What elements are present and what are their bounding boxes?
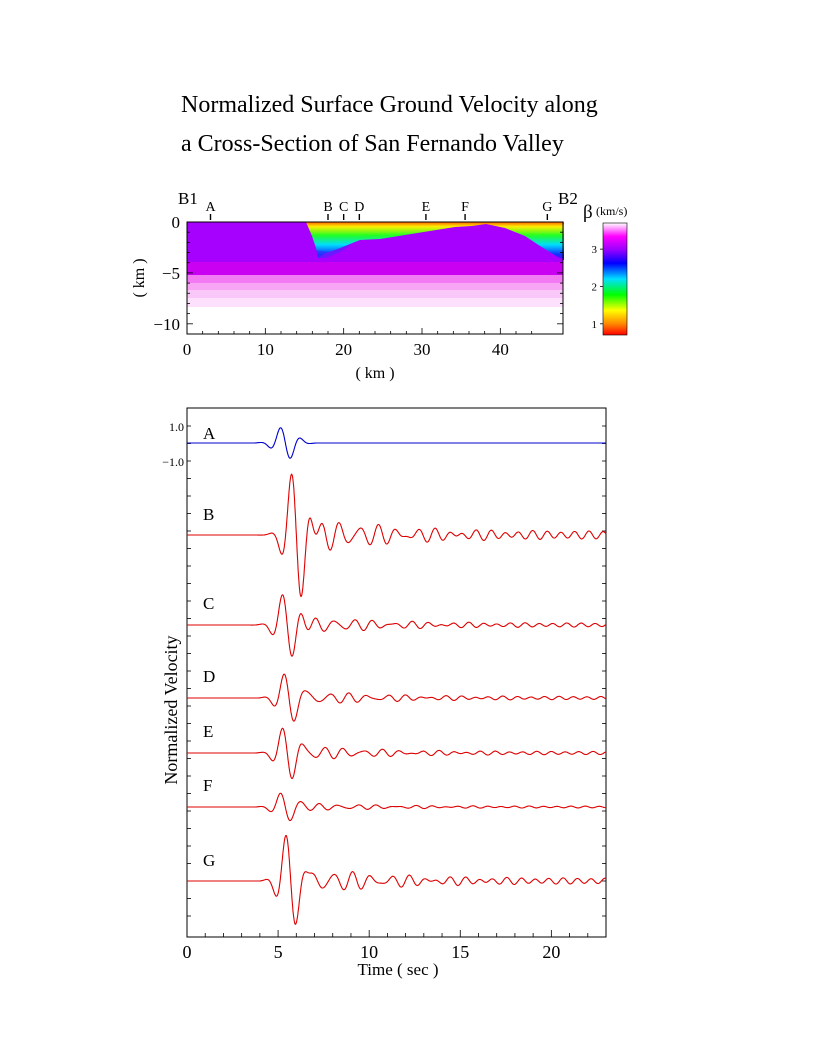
time-tick-label: 10 xyxy=(360,942,378,962)
station-label-a: A xyxy=(205,200,216,215)
seismogram-axes: 0 5 10 15 20 xyxy=(183,425,607,962)
basin-sediment xyxy=(306,222,564,260)
colorbar-tick-label: 2 xyxy=(592,281,598,293)
trace-label-b: B xyxy=(203,505,214,524)
station-label-e: E xyxy=(422,200,431,215)
basin-bottom-shading xyxy=(316,244,352,258)
station-label-b: B xyxy=(323,200,332,215)
trace-a xyxy=(187,427,606,459)
chart-title-line-2: a Cross-Section of San Fernando Valley xyxy=(181,131,564,157)
colorbar-unit: (km/s) xyxy=(596,204,627,218)
time-tick-label: 15 xyxy=(451,942,469,962)
y-tick-label: −5 xyxy=(162,264,180,283)
x-tick-label: 10 xyxy=(257,340,274,359)
section-x-label: ( km ) xyxy=(355,365,394,382)
scale-label-positive: 1.0 xyxy=(169,420,184,434)
seismogram-x-label: Time ( sec ) xyxy=(357,960,438,979)
section-axes: 0 10 20 30 40 0 −5 −10 xyxy=(153,213,563,359)
colorbar-tick-label: 3 xyxy=(592,244,598,256)
section-y-label: ( km ) xyxy=(131,258,148,297)
station-label-d: D xyxy=(354,200,364,215)
station-label-c: C xyxy=(339,200,348,215)
trace-d xyxy=(187,673,607,722)
deep-layer-3 xyxy=(187,290,563,298)
colorbar-gradient xyxy=(602,222,628,336)
time-tick-label: 0 xyxy=(183,942,192,962)
trace-label-a: A xyxy=(203,424,216,443)
station-label-f: F xyxy=(461,200,469,215)
trace-label-e: E xyxy=(203,722,213,741)
y-tick-label: 0 xyxy=(172,213,181,232)
deep-layer-4 xyxy=(187,298,563,307)
colorbar-ticks: 1 2 3 xyxy=(592,244,603,331)
y-tick-label: −10 xyxy=(153,315,180,334)
trace-e xyxy=(187,727,607,779)
trace-label-d: D xyxy=(203,667,215,686)
trace-label-f: F xyxy=(203,776,212,795)
x-tick-label: 40 xyxy=(492,340,509,359)
end-label-b2: B2 xyxy=(558,189,578,208)
deep-layer-1 xyxy=(187,275,563,283)
seismogram-y-label: Normalized Velocity xyxy=(161,635,181,784)
trace-b xyxy=(187,473,607,598)
trace-c xyxy=(187,594,607,657)
velocity-traces xyxy=(187,427,607,925)
x-tick-label: 0 xyxy=(183,340,192,359)
colorbar-tick-label: 1 xyxy=(592,319,598,331)
colorbar-symbol: β xyxy=(583,202,593,223)
bedrock-transition xyxy=(187,262,563,275)
station-label-g: G xyxy=(542,200,552,215)
scale-label-negative: −1.0 xyxy=(162,455,184,469)
trace-label-g: G xyxy=(203,851,215,870)
x-tick-label: 30 xyxy=(414,340,431,359)
seismogram-panel: 0 5 10 15 20 A B C D E F G 1.0 −1.0 Time ( sec ) N… xyxy=(161,407,607,979)
seismogram-frame xyxy=(186,407,607,938)
x-tick-label: 20 xyxy=(335,340,352,359)
colorbar: β (km/s) 1 2 3 xyxy=(583,202,628,336)
deep-layer-2 xyxy=(187,283,563,290)
time-tick-label: 20 xyxy=(542,942,560,962)
trace-f xyxy=(187,792,606,822)
trace-g xyxy=(187,834,607,925)
trace-label-c: C xyxy=(203,594,214,613)
end-label-b1: B1 xyxy=(178,189,198,208)
trace-labels: A B C D E F G xyxy=(203,424,216,870)
time-tick-label: 5 xyxy=(274,942,283,962)
chart-title-line-1: Normalized Surface Ground Velocity along xyxy=(181,92,598,118)
